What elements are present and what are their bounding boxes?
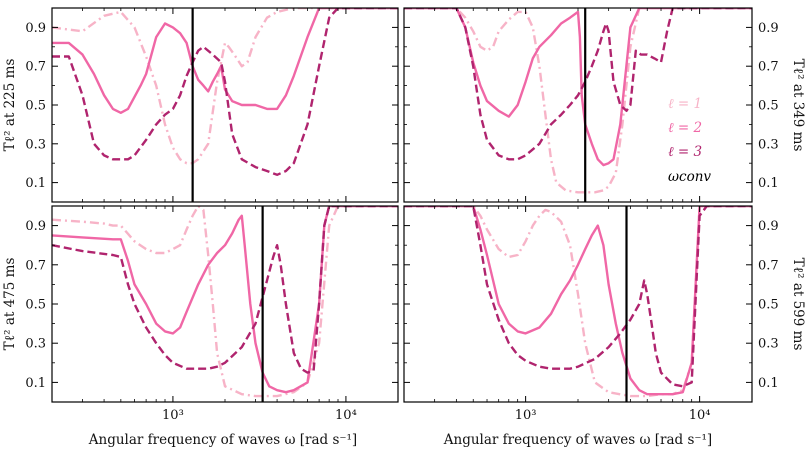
series-group (52, 8, 398, 176)
legend-entry-l1: ℓ = 1 (668, 96, 702, 112)
x-axis-label-right: Angular frequency of waves ω [rad s⁻¹] (443, 432, 712, 448)
y-tick-label: 0.7 (25, 258, 46, 273)
x-tick-label: 10³ (162, 408, 184, 423)
series-line-3 (52, 206, 398, 374)
y-tick-label: 0.9 (25, 21, 46, 36)
panel-4: 10³ 10⁴ 0.1 0.3 0.5 0.7 0.9 Tℓ² at 599 ms (403, 205, 806, 423)
legend-entry-l2: ℓ = 2 (668, 120, 702, 136)
y-tick-label: 0.7 (25, 60, 46, 75)
x-tick-label: 10⁴ (335, 408, 357, 423)
y-tick-label: 0.5 (758, 99, 779, 114)
panels-layer: 0.1 0.3 0.5 0.7 0.9 Tℓ² at 225 ms 0.1 0.3 0.5 0.7… (2, 7, 806, 423)
legend-entry-omega-conv: ωconv (668, 169, 711, 185)
series-line-1 (404, 8, 752, 194)
y-tick-label: 0.1 (25, 176, 46, 191)
y-tick-label: 0.9 (758, 21, 779, 36)
y-tick-label: 0.1 (758, 176, 779, 191)
panel-frame (51, 7, 399, 203)
y-tick-label: 0.3 (25, 337, 46, 352)
y-tick-label: 0.5 (25, 298, 46, 313)
series-line-2 (404, 8, 752, 167)
y-tick-label: 0.3 (758, 137, 779, 152)
y-tick-label: 0.5 (758, 298, 779, 313)
series-line-3 (52, 8, 398, 176)
y-tick-label: 0.1 (25, 376, 46, 391)
panel-3: 10³ 10⁴ 0.1 0.3 0.5 0.7 0.9 Tℓ² at 475 ms (2, 205, 399, 423)
series-group (404, 206, 752, 398)
series-line-3 (404, 206, 752, 388)
y-tick-label: 0.1 (758, 376, 779, 391)
x-axis-label-left: Angular frequency of waves ω [rad s⁻¹] (88, 432, 357, 448)
y-tick-label: 0.9 (758, 219, 779, 234)
y-tick-label: 0.7 (758, 60, 779, 75)
x-tick-label: 10⁴ (689, 408, 711, 423)
panel-frame (51, 205, 399, 403)
series-group (52, 206, 398, 398)
series-line-2 (404, 206, 752, 396)
series-line-2 (52, 206, 398, 394)
y-axis-label: Tℓ² at 475 ms (2, 258, 18, 351)
series-line-1 (52, 206, 398, 398)
y-tick-label: 0.3 (758, 337, 779, 352)
y-tick-label: 0.9 (25, 219, 46, 234)
y-axis-label: Tℓ² at 225 ms (2, 59, 18, 152)
series-line-2 (52, 8, 398, 114)
panel-frame (403, 205, 753, 403)
panel-2: 0.1 0.3 0.5 0.7 0.9 Tℓ² at 349 ms (403, 7, 806, 203)
y-axis-label: Tℓ² at 349 ms (790, 59, 806, 152)
y-axis-label: Tℓ² at 599 ms (790, 258, 806, 351)
series-line-3 (404, 8, 752, 161)
legend: ℓ = 1 ℓ = 2 ℓ = 3 ωconv (668, 96, 711, 185)
series-group (404, 8, 752, 194)
series-line-1 (52, 8, 398, 165)
x-tick-label: 10³ (515, 408, 537, 423)
y-tick-label: 0.5 (25, 99, 46, 114)
panel-1: 0.1 0.3 0.5 0.7 0.9 Tℓ² at 225 ms (2, 7, 399, 203)
y-tick-label: 0.3 (25, 137, 46, 152)
y-tick-label: 0.7 (758, 258, 779, 273)
legend-entry-l3: ℓ = 3 (668, 144, 702, 160)
